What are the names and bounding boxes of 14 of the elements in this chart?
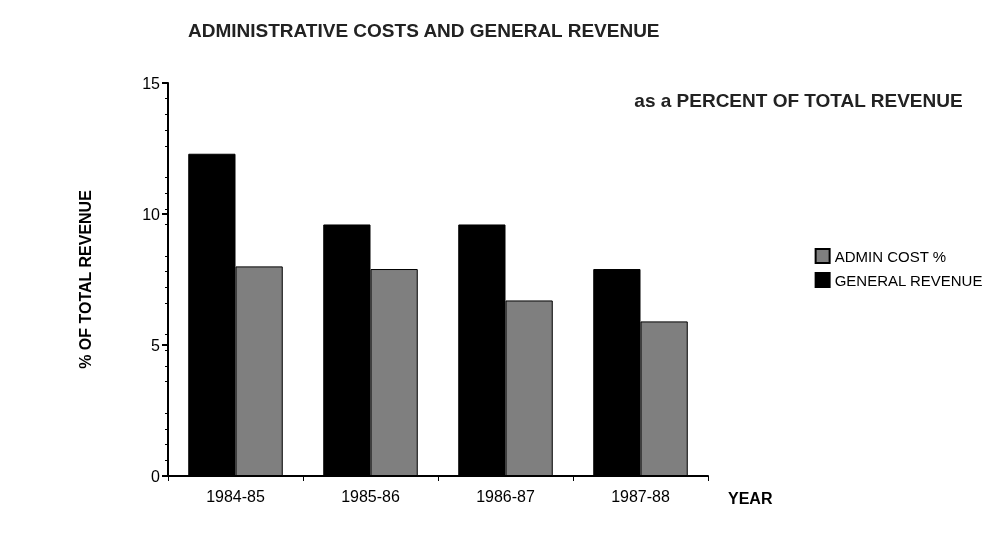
x-tick-label: 1984-85 — [206, 487, 265, 505]
y-tick-label: 5 — [151, 336, 161, 354]
text: as a PERCENT OF TOTAL REVENUE — [634, 90, 963, 111]
y-tick-label: 10 — [142, 205, 161, 223]
y-tick-label: 0 — [151, 467, 161, 485]
y-tick-label: 15 — [142, 74, 161, 92]
x-tick-label: 1986-87 — [476, 487, 535, 505]
legend-label: GENERAL REVENUE — [834, 271, 983, 289]
x-tick-label: 1985-86 — [341, 487, 400, 505]
chart-title: ADMINISTRATIVE COSTS AND GENERAL REVENUE — [188, 20, 660, 41]
legend-label: ADMIN COST % — [834, 247, 947, 265]
x-axis-title: YEAR — [728, 489, 773, 507]
y-axis-title: % OF TOTAL REVENUE — [76, 189, 94, 369]
x-tick-label: 1987-88 — [611, 487, 670, 505]
